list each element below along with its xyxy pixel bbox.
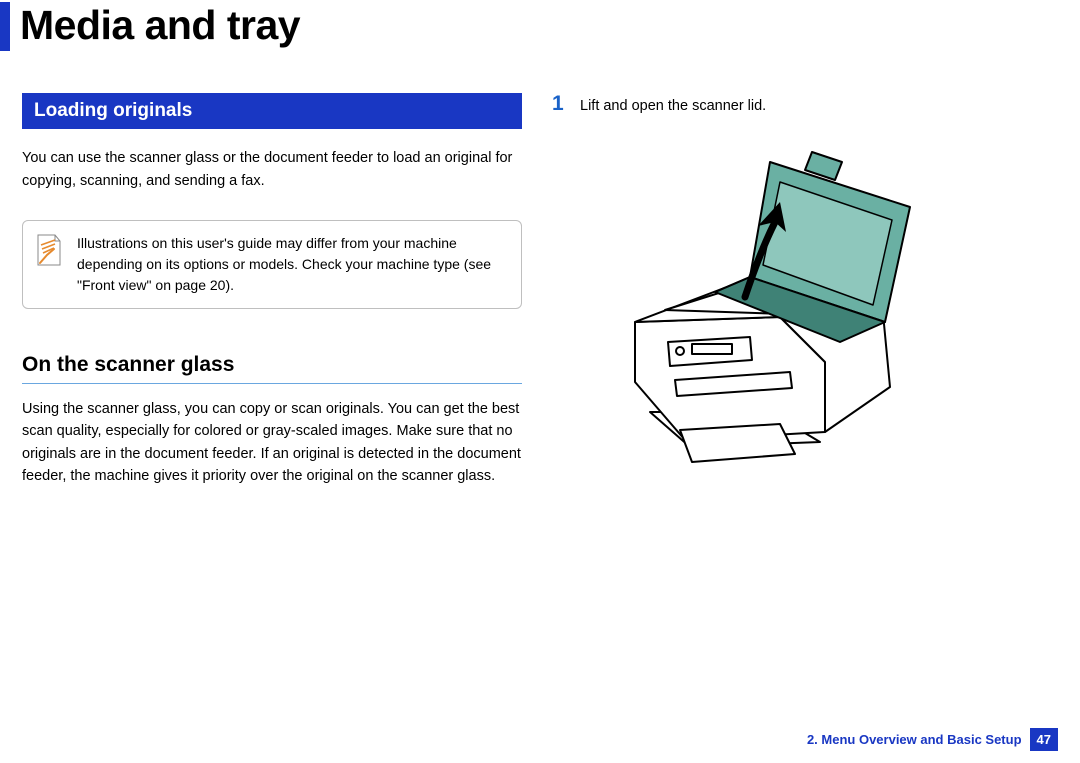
left-column: Loading originals You can use the scanne…: [22, 93, 522, 488]
note-icon: [35, 233, 63, 267]
sub-heading-scanner-glass: On the scanner glass: [22, 353, 522, 384]
step-1-text: Lift and open the scanner lid.: [580, 93, 766, 118]
step-1-row: 1 Lift and open the scanner lid.: [552, 93, 1052, 118]
scanner-glass-paragraph: Using the scanner glass, you can copy or…: [22, 398, 522, 488]
page-footer: 2. Menu Overview and Basic Setup 47: [807, 728, 1058, 751]
title-accent-bar: [0, 2, 10, 51]
note-text: Illustrations on this user's guide may d…: [77, 235, 491, 293]
step-number: 1: [552, 93, 568, 114]
note-box: Illustrations on this user's guide may d…: [22, 220, 522, 309]
footer-page-number: 47: [1030, 728, 1058, 751]
page-title: Media and tray: [20, 2, 300, 51]
intro-paragraph: You can use the scanner glass or the doc…: [22, 147, 522, 192]
printer-illustration: [580, 132, 1052, 477]
page-title-section: Media and tray: [0, 0, 1080, 51]
content-columns: Loading originals You can use the scanne…: [0, 51, 1080, 488]
right-column: 1 Lift and open the scanner lid.: [552, 93, 1052, 488]
section-header-loading: Loading originals: [22, 93, 522, 129]
footer-chapter: 2. Menu Overview and Basic Setup: [807, 732, 1022, 747]
